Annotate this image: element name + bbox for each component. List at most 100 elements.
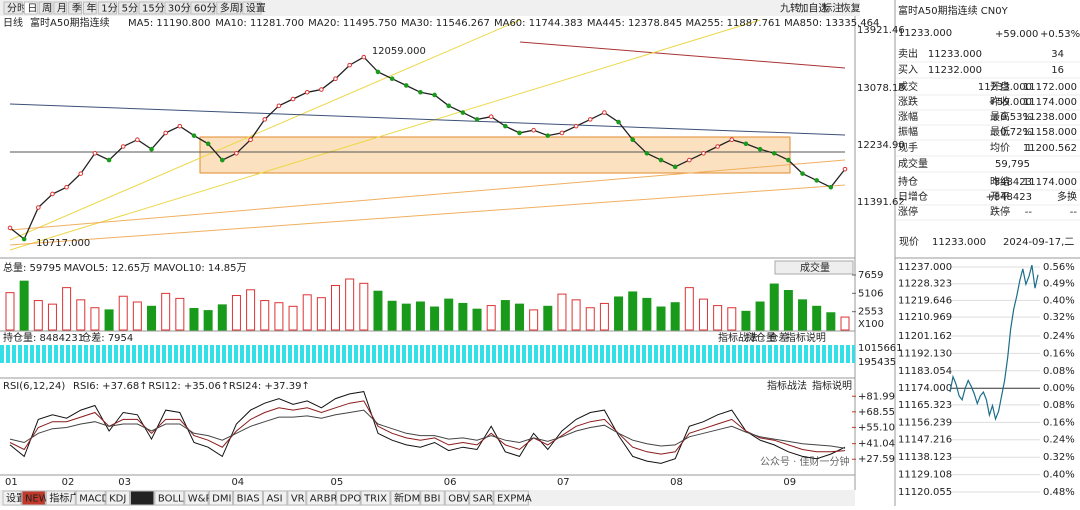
tab[interactable] <box>493 490 529 506</box>
tab[interactable] <box>2 490 22 506</box>
price-point <box>177 123 183 129</box>
toolbar-button[interactable] <box>138 1 164 15</box>
quote-cell: 11233.000 <box>978 82 1032 93</box>
pct-label: 0.00% <box>1043 383 1075 394</box>
toolbar-button[interactable] <box>3 1 23 15</box>
tab-label[interactable]: DMI <box>212 494 231 505</box>
toolbar-button[interactable] <box>38 1 53 15</box>
volume-bar <box>345 278 355 331</box>
price-point <box>149 146 154 152</box>
oi-button[interactable]: 持仓量 <box>746 331 776 344</box>
volume-bar <box>231 295 241 331</box>
rsi-button[interactable]: 指标说明 <box>812 379 852 392</box>
selector[interactable] <box>774 260 854 275</box>
toolbar-button-label[interactable]: 日 <box>27 4 37 15</box>
tab[interactable] <box>469 490 494 506</box>
oi-button[interactable]: 指标说明 <box>786 331 826 344</box>
tab[interactable] <box>420 490 445 506</box>
quote-cell: 跌停 <box>990 205 1010 218</box>
tab-label[interactable]: BIAS <box>237 494 260 505</box>
tab-label[interactable]: DPO <box>340 494 362 505</box>
tab-label[interactable]: SAR <box>473 494 493 505</box>
quote-cell: 848423 <box>994 177 1032 188</box>
tab-label[interactable]: RSI <box>133 494 149 505</box>
selector-label[interactable]: 成交量 <box>800 261 830 274</box>
toolbar-button-label[interactable]: 周 <box>42 3 52 15</box>
quote-cell: 买入 <box>898 64 918 76</box>
toolbar-button-label[interactable]: 分时 <box>7 3 27 15</box>
pct-label: 0.32% <box>1043 312 1075 323</box>
ma-label: MA255: 11887.761 <box>686 18 781 29</box>
toolbar-button[interactable] <box>97 1 118 15</box>
oi-button[interactable]: 指标战法 <box>718 331 758 344</box>
tab[interactable] <box>75 490 106 506</box>
toolbar-button[interactable] <box>242 1 262 15</box>
volume-header: 总量: 59795 <box>3 261 61 274</box>
oi-label: 195435 <box>858 357 896 368</box>
tab-label[interactable]: MACD <box>79 494 109 505</box>
toolbar-right-button[interactable]: 加自选 <box>798 2 828 15</box>
toolbar-button-label[interactable]: 5分 <box>122 3 138 15</box>
tab[interactable] <box>360 490 391 506</box>
volume-bar <box>387 300 397 331</box>
tab-label[interactable]: ASI <box>266 494 282 505</box>
volume-bar <box>288 305 298 331</box>
tab[interactable] <box>208 490 234 506</box>
toolbar-button[interactable] <box>216 1 242 15</box>
tab[interactable] <box>306 490 337 506</box>
toolbar-button-label[interactable]: 1分 <box>101 3 117 15</box>
price-point <box>21 236 27 242</box>
tab-label[interactable]: BBI <box>424 494 441 505</box>
toolbar-button-label[interactable]: 设置 <box>246 3 266 15</box>
toolbar-button[interactable] <box>82 1 97 15</box>
tab[interactable] <box>287 490 307 506</box>
tab-label[interactable]: 新DMA <box>394 492 427 505</box>
tab-label[interactable]: ARBR <box>310 494 338 505</box>
volume-bar <box>472 308 482 331</box>
intraday-line <box>949 264 1039 422</box>
volume-bar <box>76 299 86 331</box>
tab[interactable] <box>262 490 288 506</box>
tab[interactable] <box>154 490 185 506</box>
tab-label[interactable]: VR <box>291 494 305 505</box>
toolbar-button[interactable] <box>118 1 138 15</box>
rsi-button[interactable]: 指标战法 <box>767 379 807 392</box>
tab-label[interactable]: OBV <box>448 494 469 505</box>
toolbar-right-button[interactable]: 九转 <box>780 2 800 15</box>
toolbar-button-label[interactable]: 30分 <box>168 3 191 15</box>
toolbar-right-button[interactable]: 恢复 <box>841 2 861 15</box>
tab-label[interactable]: 设置 <box>6 493 26 505</box>
tab[interactable] <box>21 490 46 506</box>
price-point <box>219 157 225 163</box>
tab[interactable] <box>184 490 209 506</box>
tab[interactable] <box>444 490 470 506</box>
tab-label[interactable]: KDJ <box>109 494 126 505</box>
tab-label[interactable]: W&R <box>188 494 213 505</box>
x-tick-label: 09 <box>783 477 796 488</box>
toolbar-button[interactable] <box>53 1 68 15</box>
toolbar-button-label[interactable]: 月 <box>57 3 67 15</box>
tab[interactable] <box>129 490 155 506</box>
trend <box>519 41 846 69</box>
tab[interactable] <box>336 490 361 506</box>
toolbar-button[interactable] <box>23 1 38 15</box>
tab[interactable] <box>233 490 263 506</box>
tab[interactable] <box>390 490 421 506</box>
toolbar-button[interactable] <box>68 1 82 15</box>
tab-label[interactable]: NEW <box>25 494 49 505</box>
toolbar-button-label[interactable]: 60分 <box>194 3 217 15</box>
oi-button[interactable]: 仓差 <box>768 331 788 344</box>
tab-label[interactable]: TRIX <box>363 494 387 505</box>
toolbar-right-button[interactable]: 标注 <box>822 2 842 15</box>
tab-label[interactable]: EXPMA <box>497 494 532 505</box>
tab[interactable] <box>105 490 130 506</box>
toolbar-button-label[interactable]: 季 <box>72 3 82 15</box>
toolbar-button-label[interactable]: 年 <box>86 2 96 15</box>
quote-cell: 1 <box>1026 143 1032 154</box>
tab[interactable] <box>45 490 76 506</box>
volume-bar <box>798 299 808 331</box>
toolbar-button[interactable] <box>164 1 190 15</box>
toolbar-button-label[interactable]: 15分 <box>142 3 165 15</box>
tab-label[interactable]: BOLL <box>158 494 184 505</box>
toolbar-button[interactable] <box>190 1 216 15</box>
